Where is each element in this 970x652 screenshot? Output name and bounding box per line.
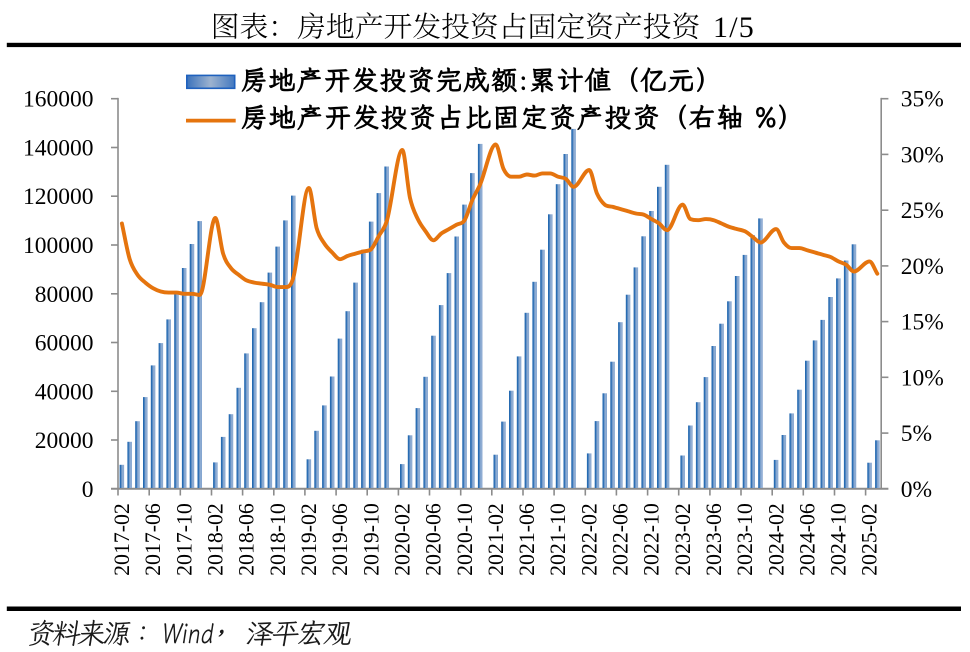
svg-text:2022-10: 2022-10 [640,503,664,576]
svg-text:1/5: 1/5 [713,11,755,44]
svg-text:2023-02: 2023-02 [671,503,695,576]
svg-text:30%: 30% [901,142,944,168]
svg-text:2019-06: 2019-06 [328,503,352,576]
svg-text:40000: 40000 [35,379,94,405]
svg-text:140000: 140000 [23,136,94,162]
svg-text:2019-02: 2019-02 [297,503,321,576]
svg-text:100000: 100000 [23,233,94,259]
svg-text:2023-06: 2023-06 [702,503,726,576]
svg-text:2021-02: 2021-02 [484,503,508,576]
svg-text:10%: 10% [901,365,944,391]
svg-text:2022-06: 2022-06 [609,503,633,576]
svg-text:15%: 15% [901,310,944,336]
svg-text:20000: 20000 [35,428,94,454]
svg-text:2017-10: 2017-10 [172,503,196,576]
svg-text:2024-10: 2024-10 [827,503,851,576]
svg-text:0%: 0% [901,477,932,503]
svg-text:0: 0 [82,477,94,503]
svg-text:2018-06: 2018-06 [235,503,259,576]
svg-text:2023-10: 2023-10 [733,503,757,576]
svg-text:2024-02: 2024-02 [764,503,788,576]
svg-text:20%: 20% [901,254,944,280]
svg-text:2017-06: 2017-06 [141,503,165,576]
svg-text:160000: 160000 [23,87,94,113]
svg-text:80000: 80000 [35,282,94,308]
svg-text:5%: 5% [901,421,932,447]
svg-text:35%: 35% [901,87,944,113]
svg-text:120000: 120000 [23,184,94,210]
svg-text:2018-10: 2018-10 [266,503,290,576]
svg-text:2020-06: 2020-06 [422,503,446,576]
svg-text:25%: 25% [901,198,944,224]
svg-text:2020-02: 2020-02 [391,503,415,576]
svg-text:2017-02: 2017-02 [110,503,134,576]
svg-text:2019-10: 2019-10 [359,503,383,576]
svg-text:2018-02: 2018-02 [204,503,228,576]
svg-text:60000: 60000 [35,331,94,357]
svg-text:2024-06: 2024-06 [795,503,819,576]
svg-text:2021-06: 2021-06 [515,503,539,576]
svg-text:2021-10: 2021-10 [546,503,570,576]
svg-text:2022-02: 2022-02 [577,503,601,576]
svg-text:2025-02: 2025-02 [858,503,882,576]
svg-text:2020-10: 2020-10 [453,503,477,576]
